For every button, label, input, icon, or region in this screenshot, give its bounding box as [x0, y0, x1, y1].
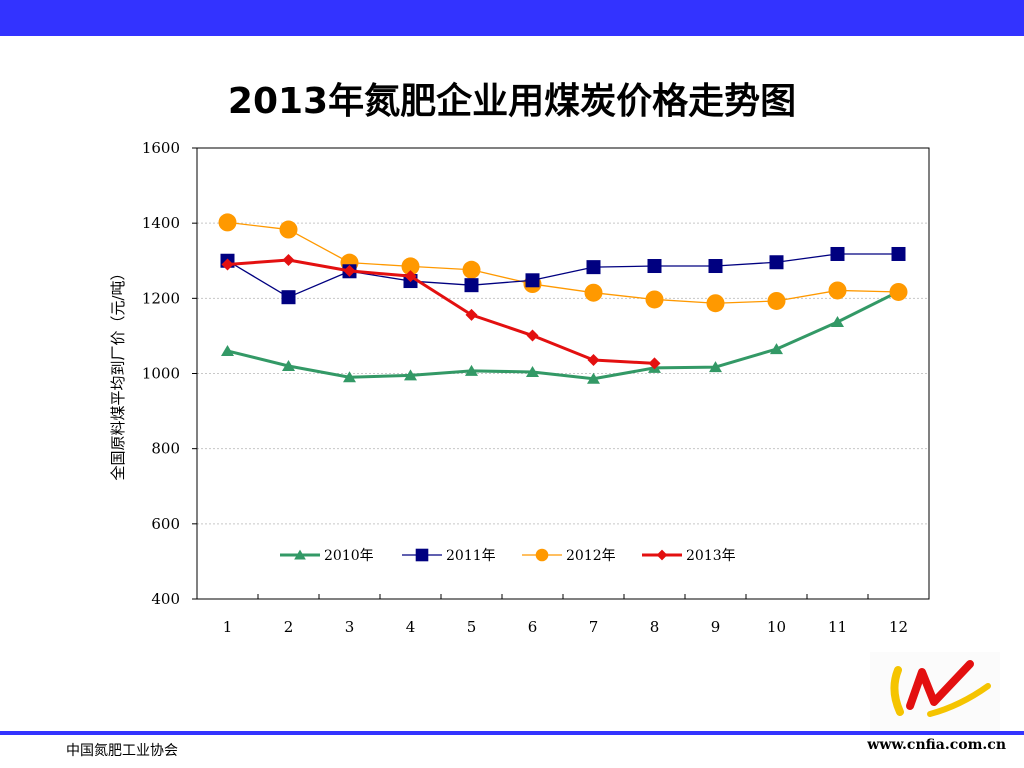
legend-item: 2010年 — [280, 548, 374, 564]
data-point — [767, 291, 786, 310]
data-point — [343, 371, 356, 383]
legend-label: 2012年 — [566, 548, 616, 564]
page-title: 2013年氮肥企业用煤炭价格走势图 — [227, 81, 797, 122]
data-point — [648, 357, 661, 370]
data-point — [647, 259, 662, 274]
y-tick-label: 800 — [151, 440, 180, 458]
legend-item: 2013年 — [642, 548, 736, 564]
y-axis-label: 全国原料煤平均到厂价（元/吨） — [109, 265, 127, 480]
data-point — [709, 361, 722, 373]
data-point — [401, 257, 420, 276]
data-point — [770, 343, 783, 355]
data-point — [282, 253, 295, 266]
data-point — [708, 259, 723, 274]
x-tick-label: 1 — [223, 618, 233, 636]
data-point — [587, 353, 600, 366]
top-banner — [0, 0, 1024, 36]
x-tick-label: 9 — [711, 618, 721, 636]
data-point — [828, 281, 847, 300]
x-tick-label: 12 — [889, 618, 908, 636]
series-line — [227, 253, 899, 298]
data-point — [645, 290, 664, 309]
y-tick-label: 400 — [151, 590, 180, 608]
y-tick-label: 1600 — [142, 139, 180, 157]
data-point — [281, 290, 296, 305]
legend-marker — [294, 549, 306, 560]
x-tick-label: 6 — [528, 618, 538, 636]
x-tick-label: 8 — [650, 618, 660, 636]
data-point — [218, 213, 237, 232]
footer-website: www.cnfia.com.cn — [867, 737, 1006, 753]
data-point — [462, 260, 481, 279]
x-tick-label: 7 — [589, 618, 599, 636]
x-tick-label: 4 — [406, 618, 416, 636]
data-point — [769, 255, 784, 270]
x-tick-label: 11 — [828, 618, 847, 636]
y-tick-label: 1400 — [142, 214, 180, 232]
legend-marker — [535, 548, 549, 562]
data-point — [404, 270, 417, 283]
legend-item: 2012年 — [522, 548, 616, 564]
x-tick-label: 3 — [345, 618, 355, 636]
data-point — [221, 258, 234, 271]
data-point — [343, 264, 356, 277]
x-tick-label: 5 — [467, 618, 477, 636]
series-line — [227, 221, 899, 304]
association-logo — [870, 652, 1000, 732]
series-2012年 — [218, 213, 908, 313]
legend-marker — [656, 549, 668, 561]
data-point — [221, 344, 234, 356]
data-point — [831, 316, 844, 328]
data-point — [526, 329, 539, 342]
legend-marker — [415, 548, 429, 562]
legend-label: 2011年 — [446, 548, 496, 564]
legend-label: 2013年 — [686, 548, 736, 564]
data-point — [282, 359, 295, 371]
data-point — [404, 369, 417, 381]
data-point — [584, 283, 603, 302]
y-tick-label: 1000 — [142, 365, 180, 383]
data-point — [279, 220, 298, 239]
x-tick-label: 2 — [284, 618, 294, 636]
series-2013年 — [221, 253, 661, 370]
data-point — [525, 273, 540, 288]
data-point — [465, 308, 478, 321]
footer-divider — [0, 731, 1024, 735]
data-point — [464, 278, 479, 293]
data-point — [526, 365, 539, 377]
series-layer — [218, 213, 908, 384]
y-tick-label: 600 — [151, 515, 180, 533]
footer-organization: 中国氮肥工业协会 — [66, 743, 178, 759]
legend-label: 2010年 — [324, 548, 374, 564]
series-2010年 — [221, 285, 905, 384]
data-point — [586, 260, 601, 275]
legend-item: 2011年 — [402, 548, 496, 564]
data-point — [465, 364, 478, 376]
series-line — [227, 258, 655, 365]
legend: 2010年 2011年 2012年 2013年 — [280, 548, 736, 564]
series-line — [227, 290, 900, 381]
data-point — [830, 246, 845, 261]
data-point — [587, 372, 600, 384]
grid-lines — [197, 222, 929, 525]
data-point — [889, 282, 908, 301]
y-tick-label: 1200 — [142, 289, 180, 307]
data-point — [706, 294, 725, 313]
x-tick-label: 10 — [767, 618, 786, 636]
series-2011年 — [220, 246, 906, 305]
data-point — [891, 246, 906, 261]
